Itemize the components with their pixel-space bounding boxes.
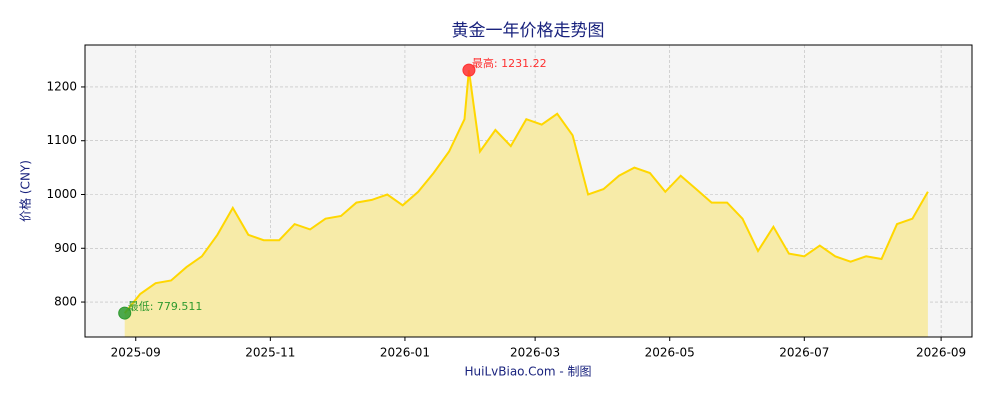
y-axis-label: 价格 (CNY): [18, 160, 33, 222]
plot-frame: [84, 44, 973, 338]
x-tick-label: 2025-11: [245, 346, 295, 360]
area: [124, 70, 928, 337]
y-tick-label: 1200: [46, 79, 77, 93]
footer: HuiLvBiao.Com - 制图: [465, 365, 592, 379]
x-tick-label: 2026-09: [916, 346, 966, 360]
extreme-marker: [462, 63, 476, 77]
y-tick-label: 800: [54, 295, 77, 309]
y-tick-label: 900: [54, 241, 77, 255]
x-tick-label: 2026-07: [779, 346, 829, 360]
line: [123, 70, 929, 314]
annotation: 最低: 779.511: [128, 300, 203, 313]
x-tick-label: 2026-01: [380, 346, 430, 360]
chart-title: 黄金一年价格走势图: [452, 21, 605, 41]
extreme-marker: [118, 306, 132, 320]
x-tick-label: 2025-09: [111, 346, 161, 360]
x-tick-label: 2026-03: [510, 346, 560, 360]
y-tick-label: 1000: [46, 187, 77, 201]
x-tick-label: 2026-05: [645, 346, 695, 360]
annotation: 最高: 1231.22: [472, 56, 547, 70]
y-tick-label: 1100: [46, 133, 77, 147]
